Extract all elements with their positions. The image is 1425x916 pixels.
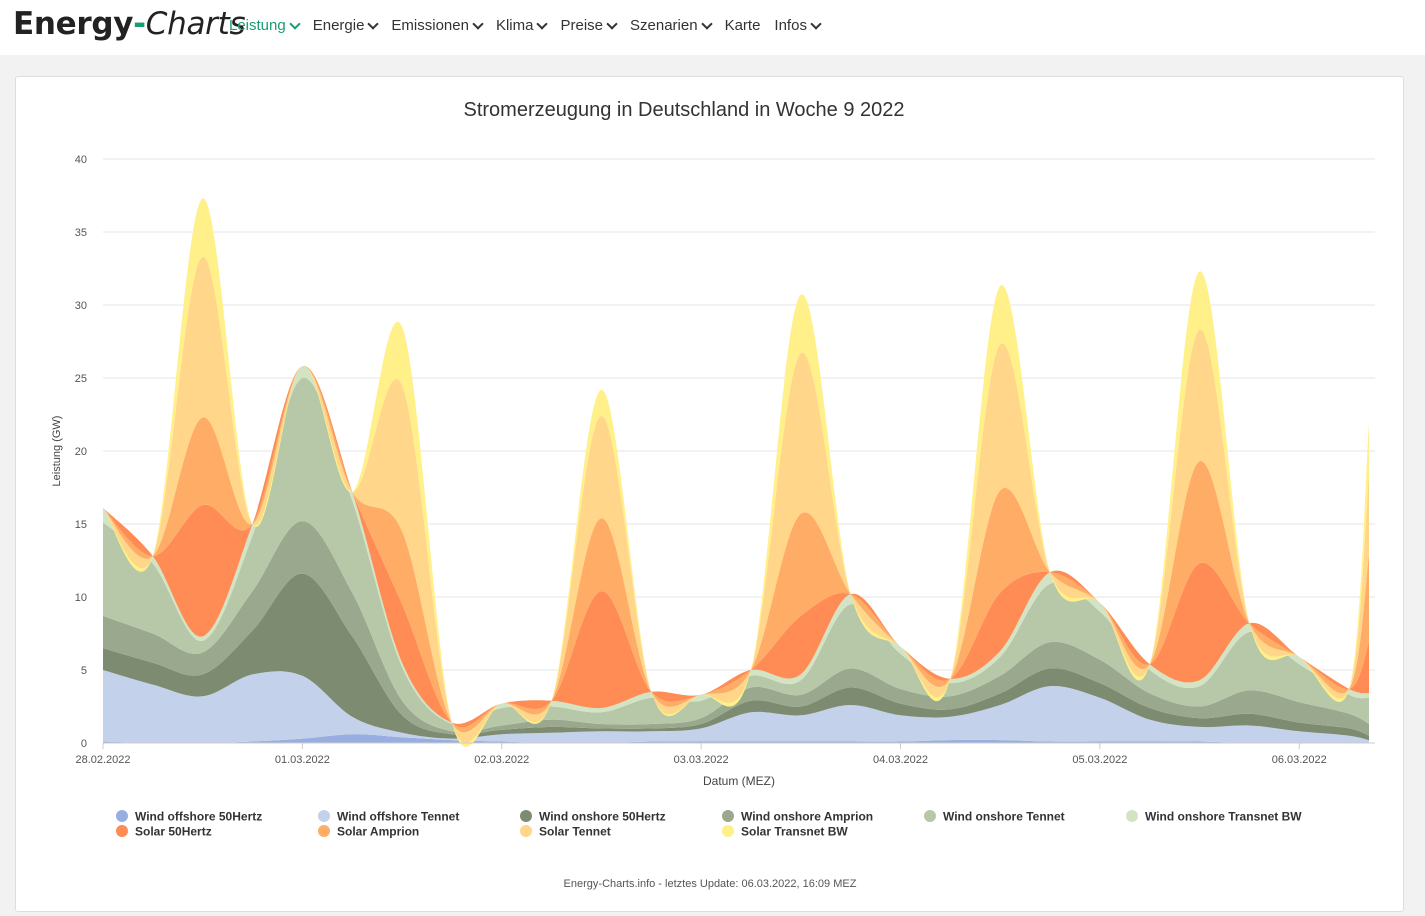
- x-tick-label: 28.02.2022: [75, 754, 130, 766]
- legend-item[interactable]: Wind onshore Amprion: [722, 810, 873, 824]
- nav-item-preise[interactable]: Preise: [560, 17, 618, 34]
- y-axis-label: Leistung (GW): [51, 416, 63, 487]
- nav-item-karte[interactable]: Karte: [725, 17, 761, 34]
- legend-label: Wind offshore Tennet: [337, 810, 459, 824]
- legend-marker: [1126, 810, 1138, 822]
- legend-marker: [318, 810, 330, 822]
- nav-item-energie[interactable]: Energie: [312, 17, 380, 34]
- legend-label: Solar Tennet: [539, 825, 611, 839]
- chevron-down-icon: [289, 17, 301, 30]
- x-tick-label: 06.03.2022: [1272, 754, 1327, 766]
- legend-marker: [116, 810, 128, 822]
- nav-item-label: Emissionen: [391, 17, 469, 34]
- legend-label: Solar Amprion: [337, 825, 419, 839]
- y-tick-label: 15: [75, 519, 87, 531]
- y-tick-label: 0: [81, 738, 87, 750]
- area-series-group: [103, 198, 1369, 747]
- x-tick-label: 04.03.2022: [873, 754, 928, 766]
- footer-update-text: Energy-Charts.info - letztes Update: 06.…: [564, 878, 857, 890]
- legend-marker: [722, 810, 734, 822]
- chevron-down-icon: [606, 17, 618, 30]
- y-tick-label: 20: [75, 446, 87, 458]
- legend-item[interactable]: Wind onshore Tennet: [924, 810, 1065, 824]
- legend-item[interactable]: Wind offshore 50Hertz: [116, 810, 262, 824]
- y-tick-label: 10: [75, 592, 87, 604]
- legend-label: Solar 50Hertz: [135, 825, 212, 839]
- nav-item-label: Szenarien: [630, 17, 698, 34]
- area-solar-amprion[interactable]: [103, 366, 1369, 733]
- legend-marker: [116, 825, 128, 837]
- y-tick-label: 25: [75, 373, 87, 385]
- x-tick-label: 03.03.2022: [674, 754, 729, 766]
- nav-item-label: Energie: [312, 17, 365, 34]
- legend-item[interactable]: Wind onshore Transnet BW: [1126, 810, 1302, 824]
- legend-marker: [722, 825, 734, 837]
- legend-label: Wind onshore Transnet BW: [1145, 810, 1302, 824]
- y-tick-label: 5: [81, 665, 87, 677]
- y-tick-label: 30: [75, 300, 87, 312]
- chevron-down-icon: [367, 17, 380, 30]
- area-wind-onshore-50hertz[interactable]: [103, 573, 1369, 741]
- nav-item-infos[interactable]: Infos: [774, 17, 822, 34]
- area-wind-onshore-tennet[interactable]: [103, 377, 1369, 733]
- legend-item[interactable]: Solar Amprion: [318, 825, 419, 839]
- nav-item-szenarien[interactable]: Szenarien: [630, 17, 713, 34]
- nav-item-label: Leistung: [229, 17, 286, 34]
- area-wind-offshore-tennet[interactable]: [103, 670, 1369, 744]
- area-wind-offshore-50hertz[interactable]: [103, 734, 1369, 744]
- main-nav: Leistung Energie Emissionen Klima Preise Szen…: [229, 17, 834, 34]
- nav-item-label: Karte: [724, 17, 761, 34]
- legend-marker: [520, 810, 532, 822]
- legend-item[interactable]: Wind onshore 50Hertz: [520, 810, 666, 824]
- y-tick-label: 40: [75, 154, 87, 166]
- chevron-down-icon: [700, 17, 713, 30]
- nav-item-label: Infos: [774, 17, 807, 34]
- energy-charts-logo[interactable]: Energy-Charts: [13, 6, 246, 42]
- x-tick-label: 01.03.2022: [275, 754, 330, 766]
- legend-label: Wind onshore 50Hertz: [539, 810, 666, 824]
- top-navbar: Energy-Charts Leistung Energie Emissionen K…: [0, 0, 1425, 55]
- nav-item-label: Preise: [560, 17, 604, 34]
- legend: Wind offshore 50Hertz Wind offshore Tenne…: [116, 810, 1302, 839]
- legend-marker: [924, 810, 936, 822]
- legend-item[interactable]: Solar Transnet BW: [722, 825, 848, 839]
- x-tick-label: 05.03.2022: [1072, 754, 1127, 766]
- y-tick-label: 35: [75, 227, 87, 239]
- legend-label: Wind onshore Amprion: [741, 810, 873, 824]
- nav-item-leistung[interactable]: Leistung: [229, 17, 301, 34]
- chevron-down-icon: [536, 17, 549, 30]
- nav-item-klima[interactable]: Klima: [495, 17, 549, 34]
- area-wind-onshore-amprion[interactable]: [103, 521, 1369, 736]
- legend-marker: [520, 825, 532, 837]
- x-axis-label: Datum (MEZ): [703, 774, 775, 788]
- legend-marker: [318, 825, 330, 837]
- legend-item[interactable]: Solar 50Hertz: [116, 825, 212, 839]
- nav-item-emissionen[interactable]: Emissionen: [391, 17, 484, 34]
- chevron-down-icon: [472, 17, 484, 30]
- legend-item[interactable]: Wind offshore Tennet: [318, 810, 459, 824]
- nav-item-label: Klima: [495, 17, 534, 34]
- legend-item[interactable]: Solar Tennet: [520, 825, 611, 839]
- generation-area-chart: Stromerzeugung in Deutschland in Woche 9…: [51, 99, 1375, 890]
- x-tick-label: 02.03.2022: [474, 754, 529, 766]
- legend-label: Solar Transnet BW: [741, 825, 848, 839]
- legend-label: Wind onshore Tennet: [943, 810, 1065, 824]
- chart-card: Stromerzeugung in Deutschland in Woche 9…: [15, 76, 1404, 912]
- chevron-down-icon: [810, 17, 822, 30]
- chart-title: Stromerzeugung in Deutschland in Woche 9…: [463, 99, 904, 121]
- legend-label: Wind offshore 50Hertz: [135, 810, 262, 824]
